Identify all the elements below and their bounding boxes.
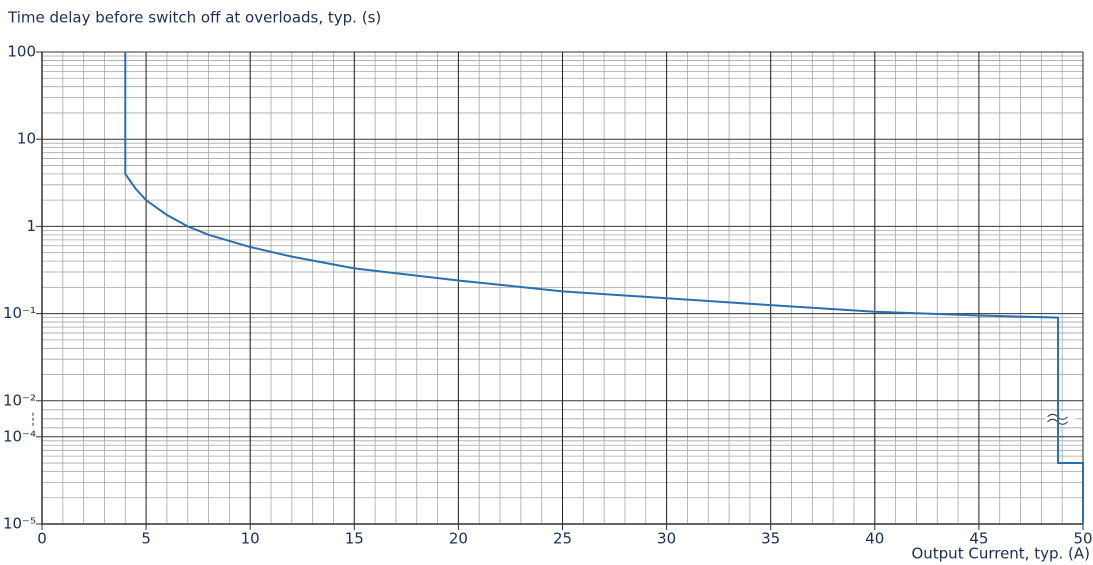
- x-tick-label: 5: [141, 530, 151, 548]
- x-tick-label: 25: [553, 530, 572, 548]
- y-tick-label: 10⁻⁵: [3, 515, 36, 533]
- y-tick-label: 10⁻²: [3, 391, 36, 409]
- y-tick-label: 1: [26, 217, 36, 235]
- x-tick-label: 40: [865, 530, 884, 548]
- x-axis-label: Output Current, typ. (A): [911, 545, 1090, 563]
- x-tick-label: 15: [345, 530, 364, 548]
- data-line: [124, 52, 1084, 524]
- y-tick-label: 100: [7, 43, 36, 61]
- y-tick-label: 10⁻¹: [3, 304, 36, 322]
- x-tick-label: 30: [657, 530, 676, 548]
- x-tick-label: 50: [1073, 530, 1092, 548]
- x-tick-label: 10: [241, 530, 260, 548]
- x-tick-label: 35: [761, 530, 780, 548]
- x-tick-label: 20: [449, 530, 468, 548]
- x-tick-label: 45: [969, 530, 988, 548]
- chart-title: Time delay before switch off at overload…: [7, 9, 381, 27]
- y-tick-label: 10: [17, 130, 36, 148]
- x-tick-label: 0: [37, 530, 47, 548]
- y-tick-label: 10⁻⁴: [3, 427, 36, 445]
